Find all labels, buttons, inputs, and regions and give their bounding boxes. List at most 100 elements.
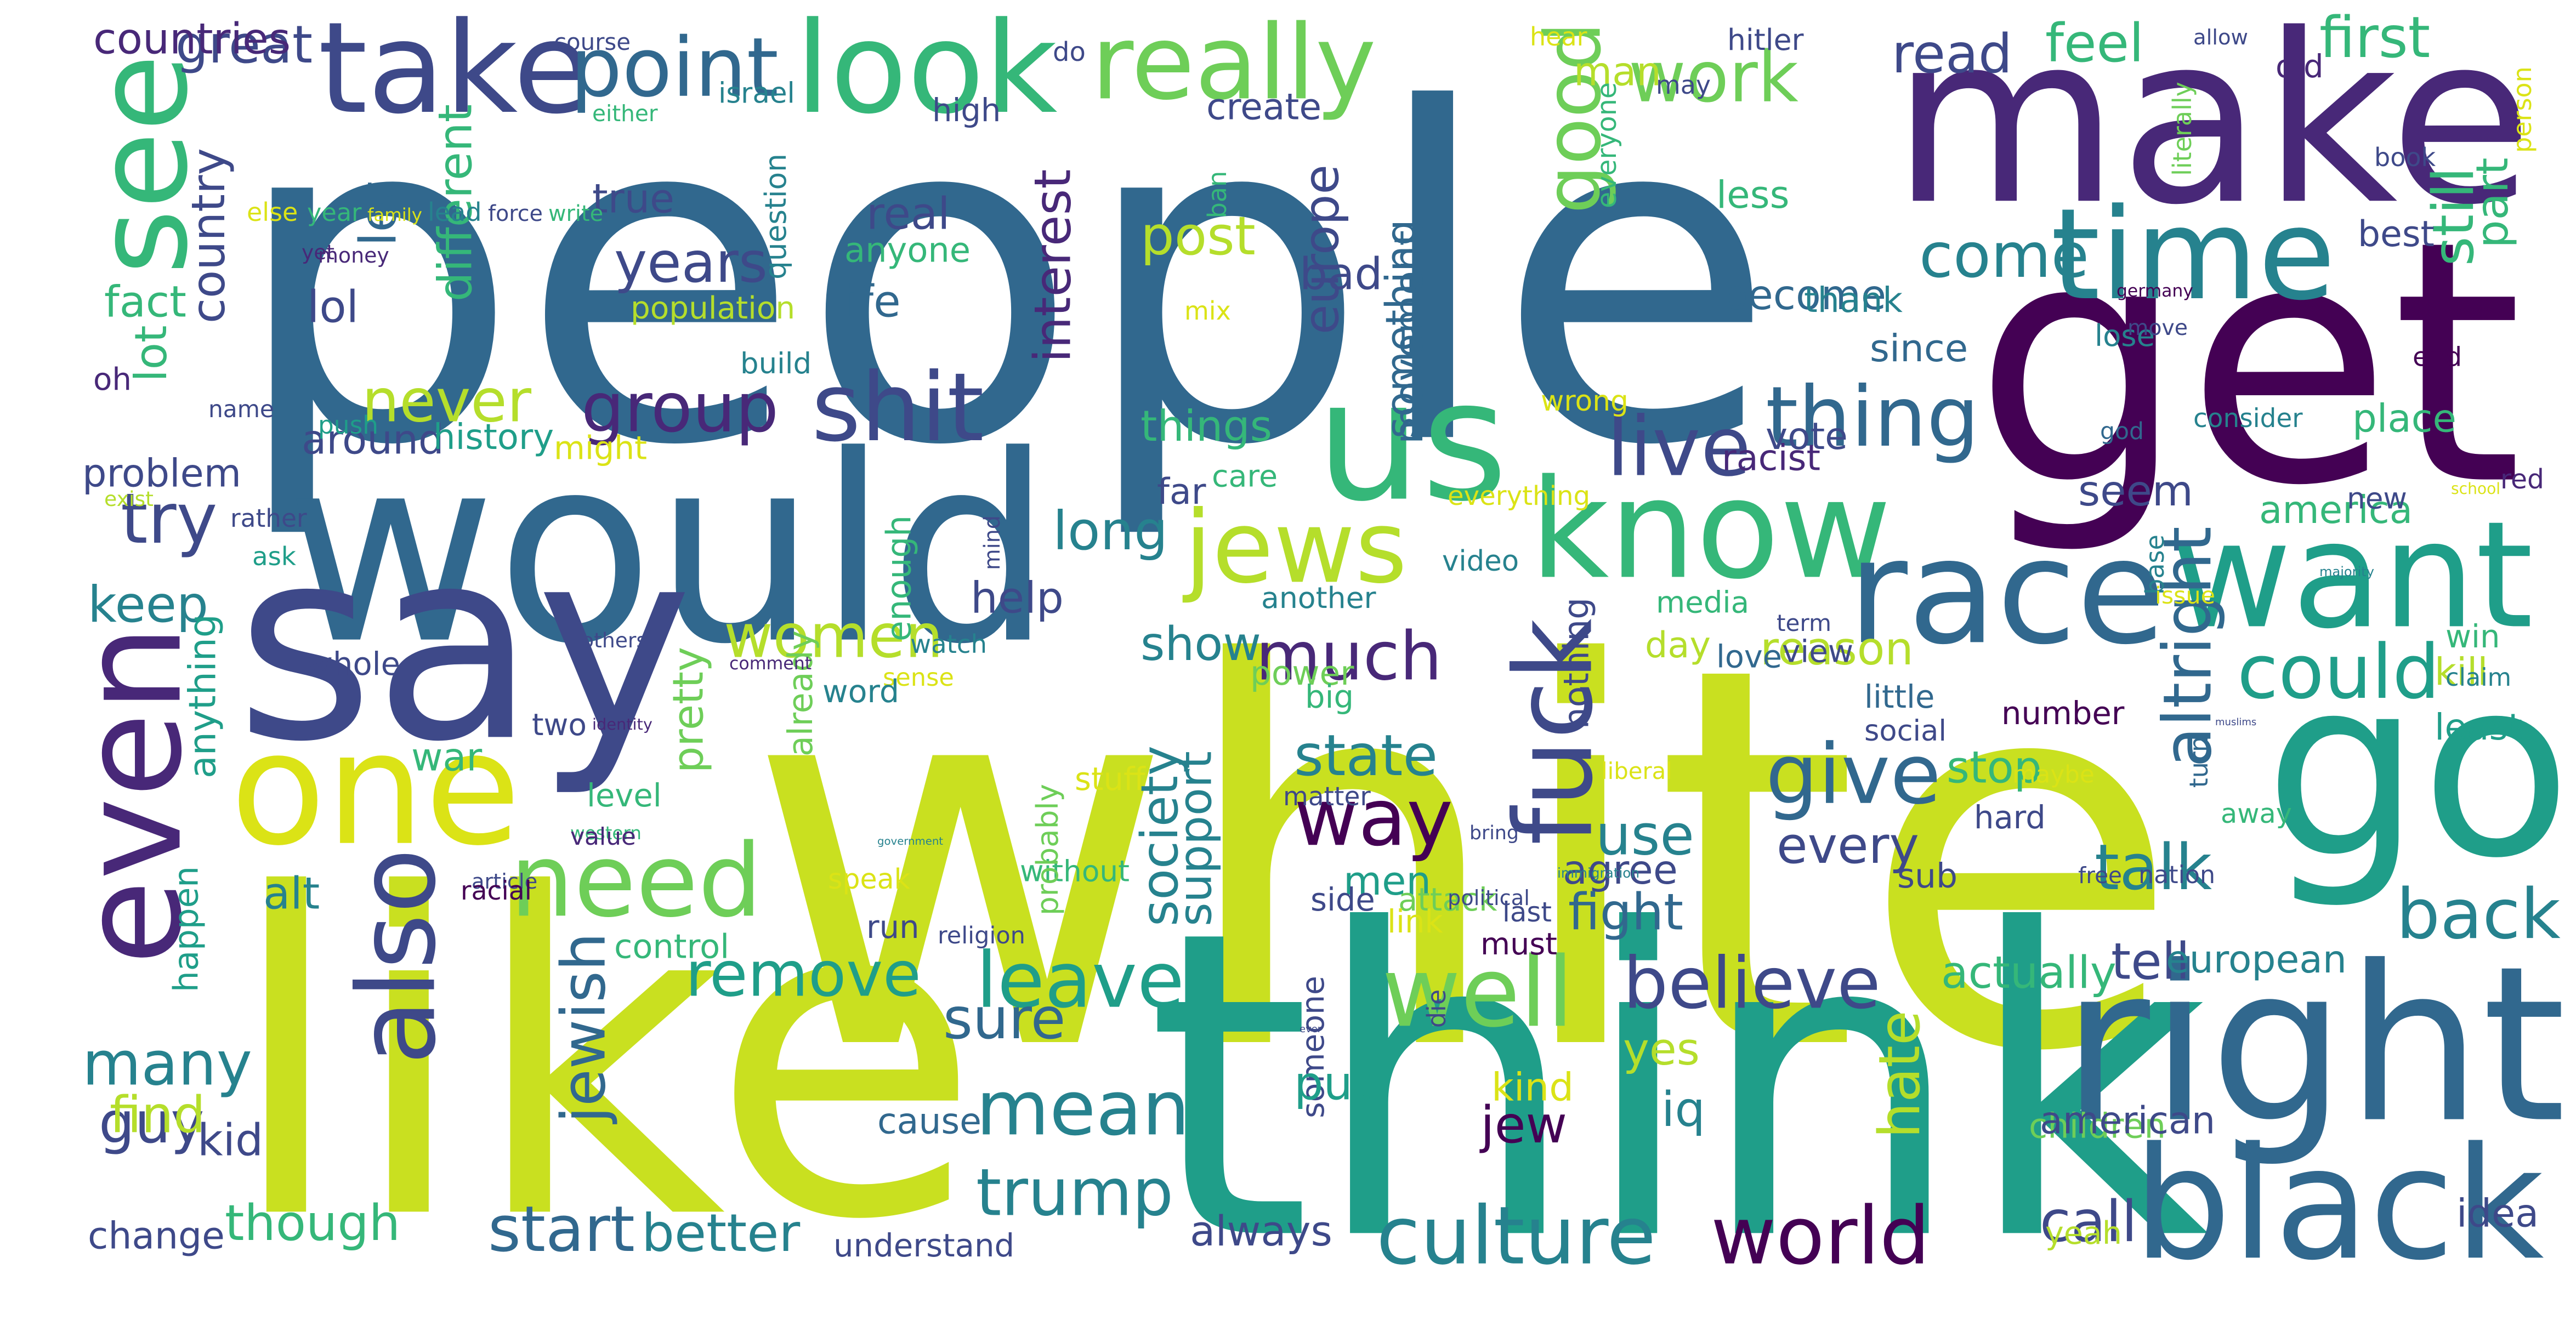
word-lol: lol	[307, 281, 359, 332]
word-also: also	[336, 848, 460, 1065]
word-might: might	[554, 429, 647, 466]
word-liberal: liberal	[1601, 758, 1672, 784]
word-allow: allow	[2193, 25, 2248, 50]
word-view: view	[1782, 634, 1853, 669]
word-long: long	[1053, 500, 1168, 562]
word-fact: fact	[104, 276, 186, 327]
word-everything: everything	[1448, 481, 1590, 511]
word-side: side	[1310, 881, 1375, 918]
word-men: men	[1343, 858, 1431, 904]
word-sub: sub	[1897, 856, 1957, 896]
word-big: big	[1305, 679, 1354, 715]
word-exist: exist	[104, 487, 154, 511]
word-stuff: stuff	[1075, 761, 1146, 798]
word-altright: altright	[2149, 526, 2227, 767]
word-lose: lose	[2095, 318, 2155, 353]
word-see: see	[70, 54, 216, 275]
word-ever: ever	[1300, 1023, 1322, 1035]
word-wrong: wrong	[1541, 385, 1629, 418]
word-hard: hard	[1974, 799, 2046, 836]
word-everyone: everyone	[1591, 82, 1622, 208]
word-better: better	[642, 1203, 800, 1264]
word-interest: interest	[1024, 169, 1082, 363]
word-post: post	[1141, 205, 1256, 267]
word-turn: turn	[2184, 736, 2214, 788]
word-though: though	[225, 1194, 400, 1252]
word-life: life	[833, 275, 901, 327]
word-jew: jew	[1479, 1095, 1567, 1154]
word-nation: nation	[2138, 861, 2215, 889]
word-kid: kid	[197, 1114, 263, 1165]
word-love: love	[1716, 639, 1782, 675]
word-man: man	[1574, 49, 1661, 95]
word-tell: tell	[2111, 932, 2190, 991]
word-must: must	[1480, 926, 1557, 962]
word-mind: mind	[980, 515, 1005, 570]
word-think: think	[1146, 841, 2209, 1320]
word-need: need	[510, 822, 762, 940]
word-would: would	[285, 400, 1053, 701]
word-attack: attack	[1398, 881, 1497, 918]
word-best: best	[2358, 214, 2435, 255]
word-already: already	[781, 630, 820, 756]
word-call: call	[2040, 1189, 2137, 1255]
word-right: right	[2062, 921, 2566, 1170]
word-back: back	[2396, 874, 2561, 954]
word-know: know	[1530, 450, 1892, 609]
word-well: well	[1382, 936, 1574, 1049]
word-american: american	[2040, 1099, 2215, 1142]
word-hitler: hitler	[1727, 22, 1804, 57]
word-change: change	[88, 1214, 225, 1258]
word-much: much	[1256, 617, 1442, 695]
word-america: america	[2259, 488, 2413, 532]
word-look: look	[795, 0, 1058, 142]
word-like: like	[225, 802, 981, 1316]
word-happen: happen	[167, 866, 206, 992]
word-movement: movement	[1386, 230, 1432, 444]
word-identity: identity	[592, 715, 652, 733]
word-free: free	[2078, 862, 2122, 889]
word-european: european	[2166, 937, 2347, 982]
word-base: base	[2140, 534, 2170, 595]
word-kill: kill	[2435, 650, 2488, 694]
word-every: every	[1777, 816, 1919, 875]
word-europe: europe	[1293, 164, 1350, 334]
word-little: little	[1864, 679, 1934, 715]
word-show: show	[1141, 617, 1261, 672]
word-value: value	[570, 823, 636, 851]
word-great: great	[175, 15, 313, 75]
word-without: without	[1020, 854, 1130, 888]
word-pretty: pretty	[664, 647, 713, 773]
word-write: write	[548, 201, 603, 226]
word-group: group	[581, 369, 779, 448]
word-day: day	[1645, 624, 1711, 666]
word-thank: thank	[1804, 280, 1903, 320]
word-someone: someone	[1295, 976, 1331, 1118]
word-israel: israel	[718, 77, 795, 110]
word-level: level	[587, 777, 662, 814]
word-social: social	[1864, 714, 1947, 748]
word-fight: fight	[1568, 883, 1683, 942]
word-live: live	[1607, 400, 1751, 495]
word-keep: keep	[88, 575, 208, 634]
word-maybe: maybe	[2012, 760, 2095, 788]
word-article: article	[472, 869, 537, 894]
word-true: true	[592, 175, 674, 222]
word-try: try	[121, 479, 217, 559]
word-vote: vote	[1766, 414, 1848, 458]
word-create: create	[1206, 86, 1321, 128]
word-part: part	[2466, 157, 2518, 248]
word-number: number	[2001, 695, 2125, 732]
word-claim: claim	[2446, 663, 2511, 692]
word-god: god	[2100, 418, 2144, 445]
word-yes: yes	[1623, 1024, 1700, 1076]
word-die: die	[1422, 989, 1451, 1028]
word-never: never	[362, 367, 532, 435]
word-place: place	[2352, 395, 2456, 441]
word-make: make	[1892, 0, 2533, 256]
word-could: could	[2237, 629, 2440, 716]
word-believe: believe	[1623, 942, 1881, 1025]
word-care: care	[1212, 459, 1278, 494]
word-question: question	[759, 153, 793, 280]
